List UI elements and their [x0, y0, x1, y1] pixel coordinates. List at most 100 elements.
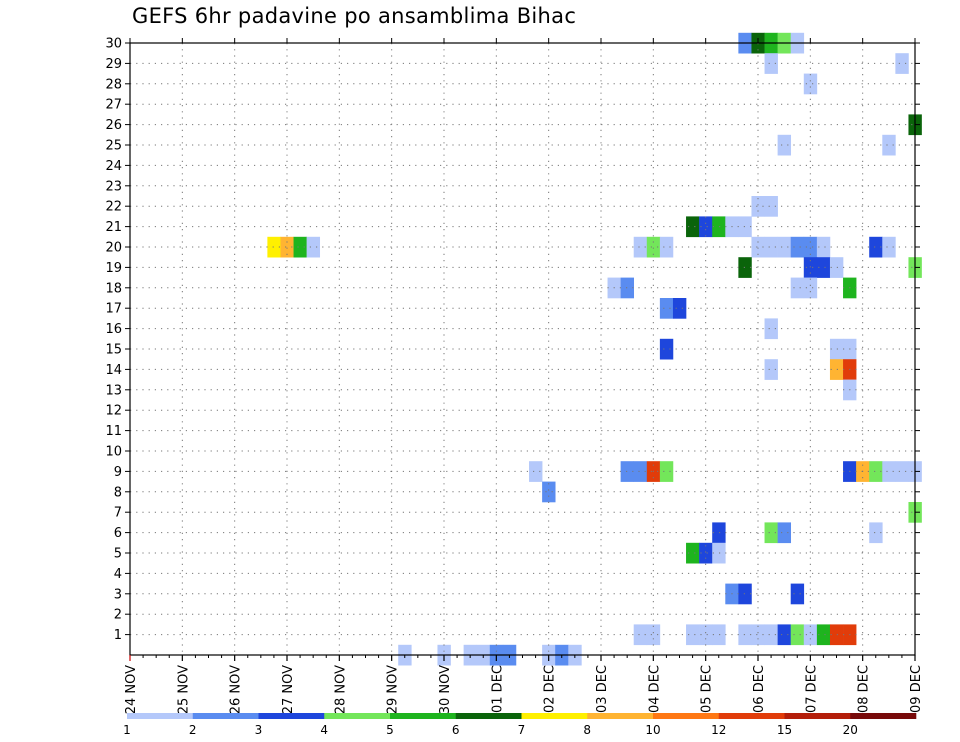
colorbar-label: 2	[189, 723, 197, 737]
colorbar-label: 20	[843, 723, 858, 737]
x-tick-label: 08 DEC	[857, 665, 872, 713]
precip-cell	[790, 236, 805, 258]
y-tick-label: 15	[105, 343, 122, 358]
precip-cell	[751, 236, 765, 258]
y-tick-label: 4	[114, 567, 122, 582]
y-tick-label: 29	[105, 57, 122, 72]
colorbar-label: 15	[777, 723, 792, 737]
precip-cell	[764, 624, 778, 646]
precip-cell	[751, 196, 765, 217]
y-tick-label: 16	[105, 322, 122, 337]
colorbar-label: 12	[711, 723, 726, 737]
precip-cell	[659, 298, 674, 319]
colorbar-swatch	[258, 713, 325, 719]
colorbar-swatch	[324, 713, 391, 719]
y-tick-label: 23	[105, 179, 122, 194]
precip-cell	[803, 277, 818, 299]
precip-cell	[633, 236, 648, 258]
colorbar-label: 10	[645, 723, 660, 737]
precip-cell	[869, 522, 883, 544]
x-tick-label: 07 DEC	[804, 665, 819, 713]
precip-cell	[738, 216, 752, 238]
precip-cell	[764, 359, 778, 380]
colorbar-swatch	[653, 713, 720, 719]
precip-cell	[633, 461, 648, 482]
y-tick-label: 12	[105, 404, 122, 419]
precip-cell	[646, 624, 661, 646]
precip-cell	[699, 542, 713, 564]
precip-cell	[646, 236, 661, 258]
colorbar-swatch	[455, 713, 522, 719]
grid-lines	[130, 42, 915, 655]
chart-title: GEFS 6hr padavine po ansamblima Bihac	[132, 4, 577, 28]
colorbar-swatch	[127, 713, 194, 719]
x-tick-label: 04 DEC	[647, 665, 662, 713]
precip-cell	[738, 624, 752, 646]
precip-cell	[267, 236, 281, 258]
y-tick-label: 8	[114, 485, 122, 500]
precip-cell	[777, 134, 792, 156]
colorbar-label: 8	[583, 723, 591, 737]
precip-cell	[542, 481, 556, 503]
y-tick-label: 25	[105, 139, 122, 154]
precip-cell	[790, 583, 805, 605]
precip-cell	[816, 257, 831, 278]
precip-cell	[529, 461, 543, 482]
x-axis: 24 NOV 25 NOV 26 NOV 27 NOV 28 NOV 29 NOV 30 N…	[124, 38, 924, 714]
precip-cell	[672, 298, 687, 319]
plot-frame	[129, 42, 916, 656]
precip-cell	[803, 257, 818, 278]
precip-cell	[895, 53, 909, 74]
precip-cell	[659, 338, 674, 360]
x-tick-label: 30 NOV	[438, 665, 453, 714]
precip-cell	[659, 236, 674, 258]
precip-cell	[803, 236, 818, 258]
precip-cell	[764, 196, 778, 217]
precip-cell	[712, 542, 726, 564]
y-tick-label: 2	[114, 608, 122, 623]
y-tick-label: 14	[105, 363, 122, 378]
x-tick-label: 28 NOV	[333, 665, 348, 714]
precip-cell	[764, 236, 778, 258]
colorbar-label: 6	[452, 723, 460, 737]
y-tick-label: 26	[105, 118, 122, 133]
y-tick-label: 18	[105, 281, 122, 296]
y-tick-label: 17	[105, 302, 122, 317]
precip-cell	[816, 236, 831, 258]
y-axis: 1234567891011121314151617181920212223242…	[105, 37, 920, 643]
precip-cells	[267, 32, 922, 666]
precip-cell	[869, 236, 883, 258]
x-tick-label: 26 NOV	[229, 665, 244, 714]
y-tick-label: 27	[105, 98, 122, 113]
x-tick-label: 06 DEC	[752, 665, 767, 713]
precip-cell	[738, 583, 752, 605]
precip-cell	[790, 277, 805, 299]
colorbar-swatch	[390, 713, 457, 719]
precip-cell	[306, 236, 321, 258]
y-tick-label: 3	[114, 587, 122, 602]
y-tick-label: 9	[114, 465, 122, 480]
y-tick-label: 24	[105, 159, 122, 174]
precip-cell	[659, 461, 674, 482]
y-tick-label: 20	[105, 241, 122, 256]
y-tick-label: 13	[105, 383, 122, 398]
precip-cell	[790, 624, 805, 646]
colorbar-label: 1	[123, 723, 131, 737]
x-tick-label: 27 NOV	[281, 665, 296, 714]
precip-cell	[620, 461, 635, 482]
precip-cell	[633, 624, 648, 646]
precip-cell	[764, 522, 778, 544]
colorbar-swatch	[192, 713, 259, 719]
precip-cell	[803, 624, 818, 646]
precip-cell	[686, 216, 700, 238]
colorbar-swatch	[718, 713, 785, 719]
precip-cell	[829, 338, 844, 360]
colorbar-label: 5	[386, 723, 394, 737]
colorbar-swatch	[784, 713, 851, 719]
precip-cell	[829, 257, 844, 278]
x-tick-label: 29 NOV	[386, 665, 401, 714]
precip-cell	[751, 624, 765, 646]
precip-cell	[895, 461, 909, 482]
precip-cell	[620, 277, 635, 299]
